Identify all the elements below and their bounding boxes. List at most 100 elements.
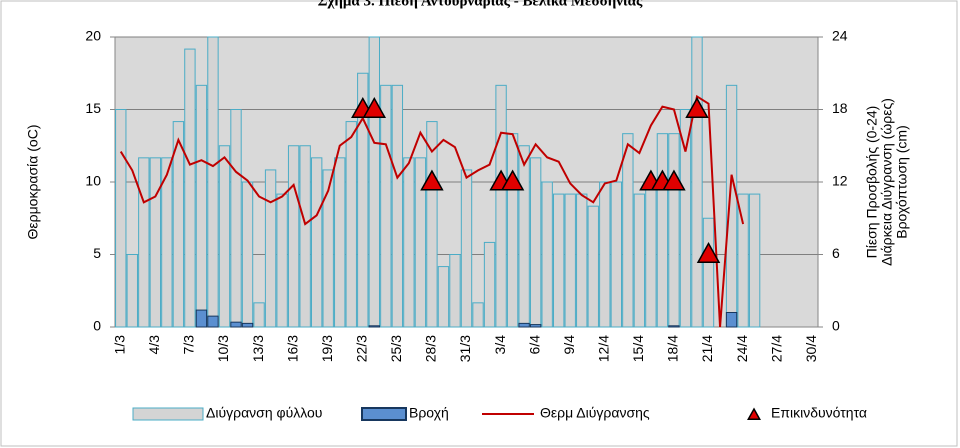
bar: [230, 321, 242, 328]
bar: [587, 205, 599, 328]
legend-swatch: [361, 407, 407, 421]
x-tick-label: 28/3: [423, 335, 439, 362]
chart-title: Σχήμα 3. Πίεση Αντουρνάριας - Βελίκα Μεσ…: [318, 0, 643, 9]
bar: [287, 145, 300, 328]
bar: [518, 145, 530, 328]
bar: [207, 36, 219, 328]
y2-axis-label: Πίεση Προσβολής (0-24): [864, 106, 880, 259]
x-tick-label: 22/3: [353, 335, 369, 362]
bar: [599, 181, 611, 328]
x-tick-label: 25/3: [388, 335, 404, 362]
bar: [449, 254, 461, 328]
bar: [518, 322, 530, 328]
bar: [414, 157, 427, 328]
bar: [115, 109, 127, 328]
bar: [564, 193, 576, 328]
y-tick-label: 20: [85, 28, 101, 44]
bar: [357, 72, 369, 328]
y-tick-label: 5: [93, 245, 101, 261]
bar: [253, 302, 265, 328]
bar: [230, 109, 242, 328]
x-tick-label: 30/4: [803, 335, 819, 362]
marker: [685, 96, 709, 118]
bar: [218, 145, 231, 328]
bar: [495, 84, 507, 328]
y2-axis-label: Βροχόπτωση (cm): [894, 125, 910, 239]
y-tick-label: 0: [93, 318, 101, 334]
bar: [380, 84, 392, 328]
bar: [610, 181, 623, 328]
x-tick-label: 7/3: [181, 335, 197, 355]
bar: [207, 315, 219, 328]
bar: [645, 181, 657, 328]
y-tick-label: 10: [85, 173, 101, 189]
bar: [702, 217, 715, 328]
bar: [483, 241, 496, 328]
x-tick-label: 21/4: [699, 335, 715, 362]
legend-label: Βροχή: [409, 405, 449, 421]
bar: [149, 157, 162, 328]
bar: [184, 48, 196, 328]
bar: [737, 193, 749, 328]
x-tick-label: 6/4: [526, 335, 542, 355]
bar: [368, 325, 380, 328]
bar: [472, 302, 484, 328]
legend-label: Θερμ Διύγρανσης: [540, 405, 650, 421]
y-axis-label: Θερμοκρασία (oC): [25, 125, 41, 240]
bar: [506, 133, 519, 328]
bar: [403, 157, 415, 328]
marker: [500, 169, 525, 191]
y2-tick-label: 12: [832, 173, 848, 189]
bar: [241, 322, 254, 328]
bar: [161, 157, 173, 328]
bar: [334, 157, 346, 328]
bar: [691, 36, 703, 328]
bar: [241, 181, 254, 328]
bar: [460, 169, 473, 328]
bar: [725, 312, 738, 328]
marker: [420, 169, 444, 191]
bar: [276, 193, 288, 328]
legend-label: Επικινδυνότητα: [771, 405, 867, 421]
bar: [195, 309, 208, 328]
bar: [310, 157, 323, 328]
bar: [172, 121, 185, 328]
bar: [656, 133, 669, 328]
x-tick-label: 16/3: [284, 335, 300, 362]
marker: [696, 241, 721, 263]
x-tick-label: 27/4: [768, 335, 784, 362]
bar: [126, 254, 138, 328]
y2-tick-label: 6: [832, 245, 840, 261]
bar: [322, 169, 334, 328]
x-tick-label: 4/3: [146, 335, 162, 355]
bar: [138, 157, 150, 328]
legend-label: Διύγρανση φύλλου: [206, 405, 322, 421]
x-tick-label: 3/4: [492, 335, 508, 355]
bar: [195, 84, 208, 328]
bar: [299, 145, 311, 328]
x-tick-label: 31/3: [457, 335, 473, 362]
y2-axis-label: Διάρκεια Διύγρανση (ώρες): [879, 98, 895, 266]
bar: [576, 193, 588, 328]
bar: [391, 84, 404, 328]
legend-swatch: [132, 407, 204, 421]
x-tick-label: 12/4: [595, 335, 611, 362]
bar: [426, 121, 438, 328]
bar: [368, 36, 380, 328]
bar: [725, 84, 738, 328]
y2-tick-label: 24: [832, 28, 848, 44]
bar: [541, 181, 553, 328]
bar: [529, 324, 542, 328]
y2-tick-label: 18: [832, 100, 848, 116]
x-tick-label: 1/3: [111, 335, 127, 355]
x-tick-label: 18/4: [665, 335, 681, 362]
bar: [264, 169, 277, 328]
bar: [633, 193, 646, 328]
y-tick-label: 15: [85, 100, 101, 116]
bar: [668, 325, 680, 328]
x-tick-label: 13/3: [250, 335, 266, 362]
line: [119, 94, 745, 328]
bar: [437, 266, 450, 328]
bar: [748, 193, 761, 328]
